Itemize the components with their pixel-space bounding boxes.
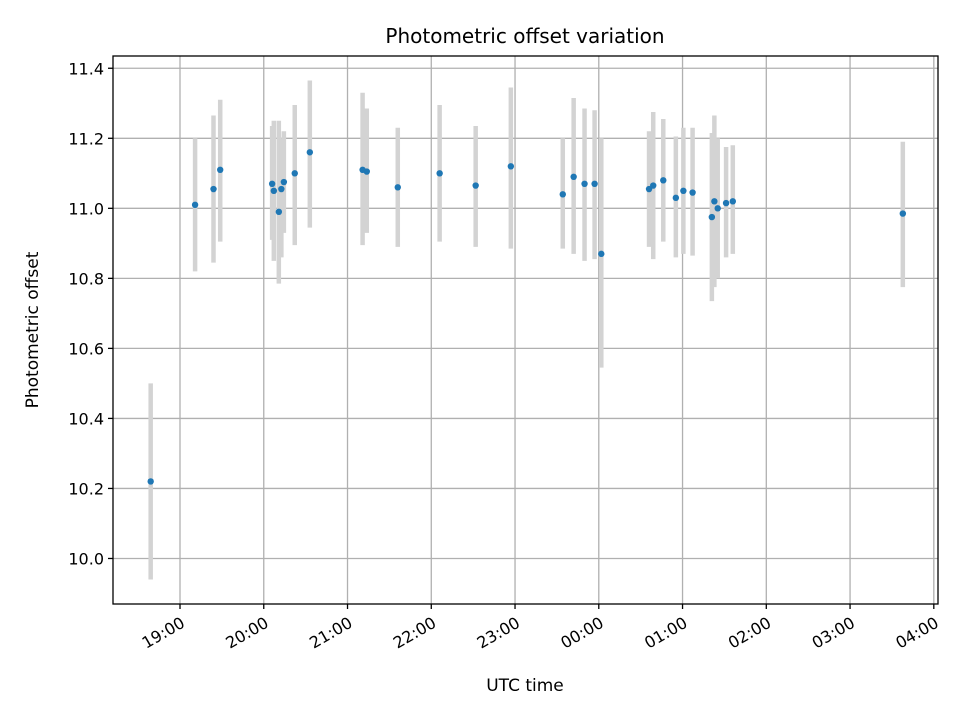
- data-points: [147, 149, 907, 485]
- data-point: [210, 185, 217, 193]
- y-axis-ticks: 10.0 10.2 10.4 10.6 10.8 11.0 11.2 11.4: [68, 59, 113, 568]
- data-point: [147, 478, 154, 485]
- data-point: [394, 184, 401, 191]
- data-point: [650, 182, 657, 189]
- data-point: [680, 187, 687, 195]
- data-point: [275, 208, 283, 216]
- data-point: [598, 250, 605, 258]
- data-point: [291, 170, 298, 177]
- data-point: [268, 180, 276, 188]
- y-tick-label: 10.8: [68, 269, 104, 288]
- y-axis-label: Photometric offset: [23, 251, 43, 408]
- y-tick-label: 11.4: [68, 59, 104, 78]
- data-point: [689, 189, 696, 196]
- x-axis-label: UTC time: [486, 676, 564, 696]
- data-point: [591, 180, 598, 188]
- data-point: [660, 177, 667, 184]
- data-point: [472, 182, 479, 189]
- data-point: [507, 163, 515, 170]
- data-point: [436, 170, 443, 177]
- plot-area-frame: [112, 55, 939, 605]
- data-point: [722, 199, 730, 207]
- data-point: [278, 185, 285, 193]
- chart-title: Photometric offset variation: [385, 24, 664, 48]
- data-point: [899, 210, 907, 217]
- grid: [113, 56, 938, 604]
- y-tick-label: 10.6: [68, 339, 104, 358]
- y-tick-label: 10.0: [68, 549, 104, 568]
- data-point: [559, 191, 566, 198]
- data-point: [711, 198, 718, 205]
- data-point: [280, 178, 288, 186]
- data-point: [270, 187, 278, 195]
- data-point: [672, 194, 680, 202]
- data-point: [191, 201, 199, 209]
- data-point: [306, 149, 314, 156]
- data-point: [570, 173, 577, 181]
- data-point: [581, 180, 588, 188]
- y-tick-label: 10.4: [68, 409, 104, 428]
- data-point: [217, 166, 224, 174]
- data-point: [645, 185, 653, 193]
- y-tick-label: 11.2: [68, 129, 104, 148]
- data-point: [714, 205, 721, 212]
- y-tick-label: 11.0: [68, 199, 104, 218]
- data-point: [729, 198, 736, 205]
- data-point: [708, 213, 716, 221]
- data-point: [363, 168, 370, 175]
- y-tick-label: 10.2: [68, 479, 104, 498]
